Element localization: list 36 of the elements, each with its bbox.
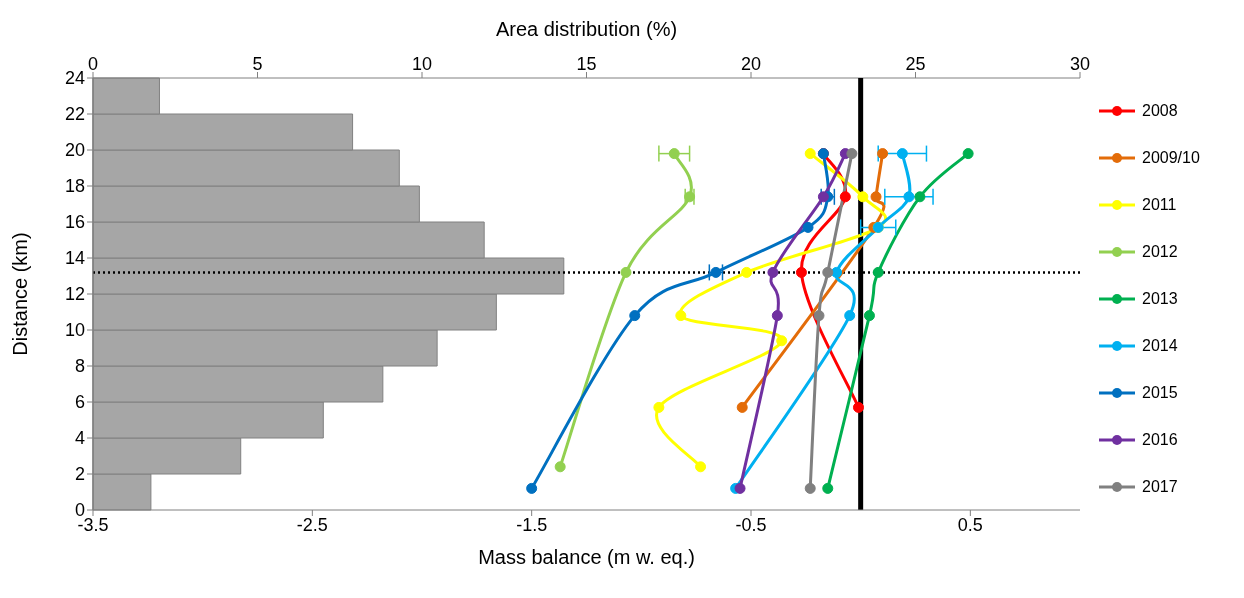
- x-axis-title: Mass balance (m w. eq.): [478, 546, 695, 568]
- y-tick-label: 14: [64, 248, 85, 269]
- y-tick-label: 20: [64, 140, 85, 161]
- legend-label: 2009/10: [1142, 149, 1200, 167]
- y-tick-label: 18: [64, 176, 85, 197]
- x-tick-label: 10: [411, 54, 433, 74]
- x-tick-label: 0: [87, 54, 99, 74]
- y-tick-label: 10: [64, 320, 85, 341]
- x-tick-label: 20: [740, 54, 762, 74]
- x-axis-title: Area distribution (%): [495, 18, 678, 41]
- legend-label: 2012: [1142, 243, 1178, 261]
- y-tick-label: 4: [74, 428, 85, 449]
- y-tick-label: 0: [74, 500, 85, 521]
- x-tick-label: -2.5: [296, 514, 328, 535]
- legend-label: 2011: [1142, 196, 1177, 214]
- y-tick-label: 24: [64, 68, 85, 89]
- y-tick-label: 22: [64, 104, 85, 125]
- x-tick-label: 5: [252, 54, 263, 74]
- legend-label: 2008: [1142, 102, 1178, 120]
- x-tick-label: -1.5: [516, 514, 548, 535]
- y-tick-label: 8: [74, 356, 85, 377]
- y-axis-title: Distance (km): [9, 232, 32, 356]
- legend-label: 2015: [1142, 384, 1178, 402]
- x-tick-label: 15: [576, 54, 597, 74]
- legend-label: 2014: [1142, 337, 1178, 355]
- y-tick-label: 2: [74, 464, 85, 485]
- y-tick-label: 16: [64, 212, 85, 233]
- legend-label: 2016: [1142, 431, 1178, 449]
- x-tick-label: 30: [1069, 54, 1091, 74]
- x-tick-label: 25: [905, 54, 926, 74]
- y-tick-label: 6: [74, 392, 85, 413]
- x-tick-label: 0.5: [957, 514, 983, 535]
- legend-label: 2013: [1142, 290, 1178, 308]
- y-tick-label: 12: [64, 284, 85, 305]
- x-tick-label: -0.5: [735, 514, 767, 535]
- legend-label: 2017: [1142, 478, 1178, 496]
